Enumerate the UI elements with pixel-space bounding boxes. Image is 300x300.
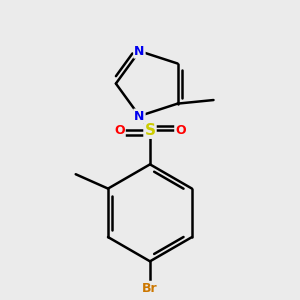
Text: N: N [134, 45, 145, 58]
Text: O: O [175, 124, 186, 137]
Text: N: N [134, 110, 145, 122]
Text: Br: Br [142, 282, 158, 295]
Text: S: S [145, 123, 155, 138]
Text: O: O [114, 124, 125, 137]
